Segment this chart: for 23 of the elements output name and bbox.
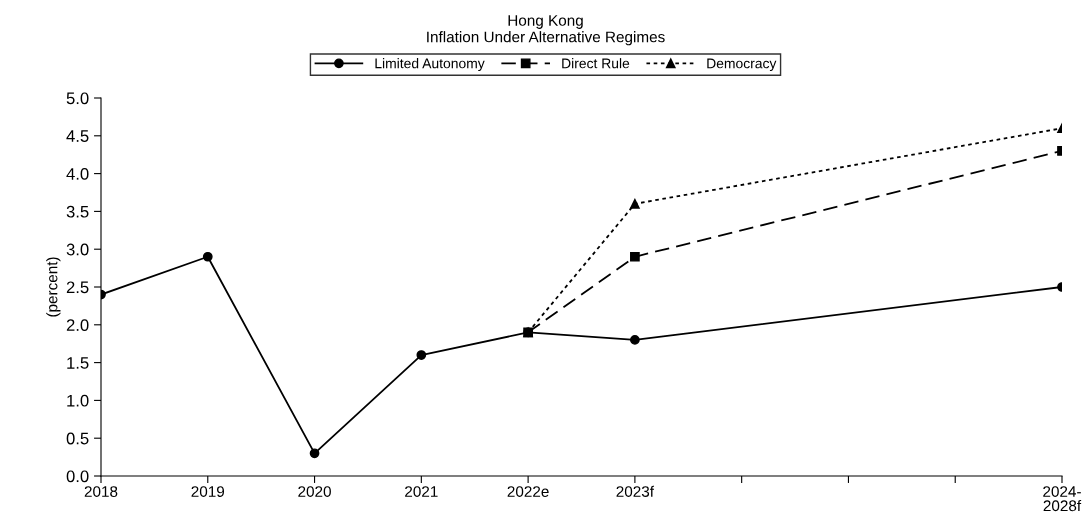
legend-label: Democracy: [707, 58, 777, 72]
x-tick-label: 2018: [84, 486, 118, 497]
y-tick-label: 0.0: [66, 470, 89, 483]
chart-title: Hong Kong Inflation Under Alternative Regimes: [427, 15, 665, 46]
x-tick-label: 2019: [191, 486, 225, 497]
y-axis-title: (percent): [46, 257, 61, 317]
x-tick-label: 2022e: [507, 486, 549, 497]
y-tick-label: 4.0: [66, 168, 89, 180]
y-tick-label: 5.0: [66, 92, 89, 105]
x-tick-label: 2020: [298, 486, 331, 497]
y-tick-label: 2.5: [66, 281, 89, 294]
y-tick-label: 1.5: [67, 357, 89, 369]
y-tick-label: 3.5: [66, 205, 89, 218]
y-tick-label: 2.0: [66, 319, 89, 331]
x-tick-label: 2021: [405, 486, 438, 497]
y-tick-label: 0.5: [66, 432, 89, 445]
y-tick-label: 1.0: [67, 394, 89, 407]
legend-label: Direct Rule: [562, 58, 630, 69]
x-tick-label: 2023f: [616, 485, 655, 497]
y-tick-label: 4.5: [66, 130, 89, 142]
y-tick-label: 3.0: [66, 243, 89, 256]
legend-label: Limited Autonomy: [375, 58, 485, 72]
x-tick-label: 2024- 2028f: [1043, 486, 1082, 512]
